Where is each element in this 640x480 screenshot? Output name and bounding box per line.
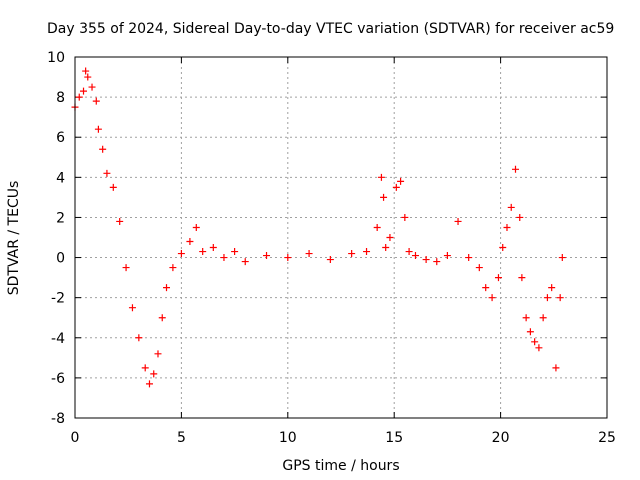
data-point-marker — [231, 248, 239, 256]
data-point-marker — [92, 97, 100, 105]
y-tick-label: 10 — [47, 50, 65, 66]
x-tick-label: 25 — [598, 430, 616, 446]
data-point-marker — [326, 256, 334, 264]
data-point-marker — [433, 258, 441, 266]
chart-title: Day 355 of 2024, Sidereal Day-to-day VTE… — [47, 21, 614, 37]
y-tick-label: -6 — [51, 371, 65, 387]
data-point-marker — [141, 364, 149, 372]
data-point-marker — [177, 250, 185, 258]
data-point-marker — [128, 304, 136, 312]
data-point-marker — [99, 145, 107, 153]
data-point-marker — [192, 223, 200, 231]
y-tick-label: 6 — [56, 130, 65, 146]
plot-frame — [74, 56, 608, 419]
data-point-marker — [507, 203, 515, 211]
data-point-marker — [503, 223, 511, 231]
data-point-marker — [386, 234, 394, 241]
data-point-marker — [80, 87, 88, 95]
y-tick-label: 0 — [56, 251, 65, 267]
data-point-marker — [163, 284, 171, 292]
data-point-marker — [209, 244, 217, 252]
data-point-marker — [116, 217, 124, 225]
data-point-marker — [103, 169, 111, 177]
data-point-marker — [499, 244, 507, 252]
data-point-marker — [377, 173, 385, 181]
data-point-marker — [516, 213, 524, 221]
x-axis-label: GPS time / hours — [282, 458, 399, 474]
data-point-marker — [94, 125, 102, 133]
data-point-marker — [75, 93, 83, 101]
data-point-marker — [397, 177, 405, 185]
data-point-marker — [220, 254, 228, 262]
x-tick-label: 15 — [385, 430, 403, 446]
data-point-marker — [405, 248, 413, 256]
data-point-marker — [531, 338, 539, 346]
x-tick-label: 10 — [279, 430, 297, 446]
data-point-marker — [526, 328, 534, 336]
data-point-marker — [522, 314, 530, 322]
y-tick-label: 4 — [56, 170, 65, 186]
data-point-marker — [373, 223, 381, 231]
y-tick-label: -4 — [51, 331, 65, 347]
data-point-marker — [382, 244, 390, 252]
grid — [75, 57, 607, 418]
data-point-marker — [422, 256, 430, 264]
data-point-marker — [186, 238, 194, 246]
data-point-marker — [465, 254, 473, 262]
data-point-marker — [543, 294, 551, 302]
data-point-marker — [84, 73, 92, 81]
data-point-marker — [556, 294, 564, 302]
data-point-marker — [475, 264, 483, 272]
data-point-marker — [558, 254, 566, 262]
x-tick-label: 20 — [492, 430, 510, 446]
data-point-marker — [454, 217, 462, 225]
data-point-marker — [363, 248, 371, 256]
data-point-marker — [135, 334, 143, 342]
data-point-marker — [169, 264, 177, 272]
data-point-marker — [154, 350, 162, 358]
axis-ticks: 0 5 10 15 20 25 -8 -6 -4 -2 0 2 4 6 8 10 — [47, 50, 616, 446]
data-point-marker — [494, 274, 502, 282]
x-tick-label: 5 — [177, 430, 186, 446]
data-point-marker — [158, 314, 166, 322]
y-axis-label: SDTVAR / TECUs — [6, 181, 22, 296]
data-point-marker — [488, 294, 496, 302]
x-tick-label: 0 — [71, 430, 80, 446]
data-point-marker — [511, 165, 519, 173]
data-point-marker — [401, 213, 409, 221]
data-point-marker — [263, 252, 271, 260]
data-point-marker — [518, 274, 526, 282]
data-point-marker — [305, 250, 313, 258]
data-point-marker — [199, 248, 207, 256]
data-point-marker — [88, 83, 96, 91]
y-tick-label: 2 — [56, 210, 65, 226]
data-point-marker — [284, 254, 292, 262]
data-markers — [71, 67, 566, 388]
data-point-marker — [392, 183, 400, 191]
data-point-marker — [145, 380, 153, 388]
data-point-marker — [552, 364, 560, 372]
data-point-marker — [539, 314, 547, 322]
data-point-marker — [109, 183, 117, 191]
data-point-marker — [535, 344, 543, 352]
y-tick-label: 8 — [56, 90, 65, 106]
data-point-marker — [380, 193, 388, 201]
y-tick-label: -2 — [51, 291, 65, 307]
data-point-marker — [548, 284, 556, 292]
data-point-marker — [150, 370, 158, 378]
data-point-marker — [443, 252, 451, 260]
data-point-marker — [348, 250, 356, 258]
data-point-marker — [241, 258, 249, 266]
data-point-marker — [482, 284, 490, 292]
data-point-marker — [122, 264, 130, 272]
y-tick-label: -8 — [51, 411, 65, 427]
data-point-marker — [82, 67, 90, 75]
data-point-marker — [411, 252, 419, 260]
